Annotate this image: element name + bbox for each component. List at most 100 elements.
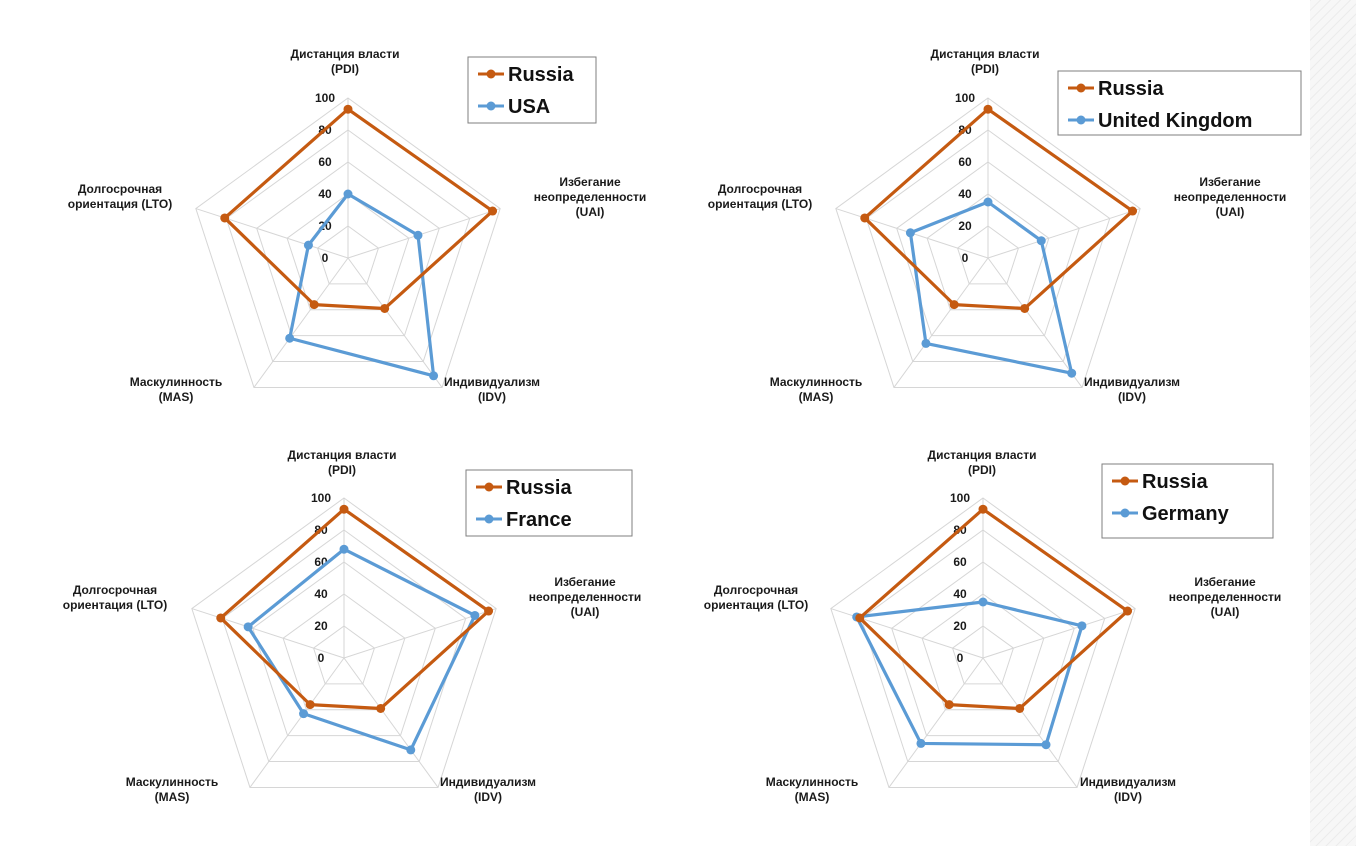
data-point-united-kingdom-3: [1067, 368, 1077, 378]
data-point-germany-2: [1077, 621, 1087, 631]
grid-ring: [195, 97, 501, 388]
data-point-united-kingdom-5: [905, 228, 915, 238]
legend-box: [465, 469, 633, 537]
data-point-russia-4: [949, 300, 959, 310]
tick-label-100: 100: [950, 491, 970, 505]
grid-spoke: [982, 608, 1136, 659]
grid-ring: [865, 129, 1111, 363]
series-line-russia: [858, 507, 1130, 711]
axis-label-5: Долгосрочная ориентация (LTO): [68, 182, 172, 211]
grid-ring: [860, 529, 1106, 763]
data-point-russia-1: [978, 504, 988, 514]
grid-ring: [921, 593, 1045, 711]
axis-label-4: Маскулинность (MAS): [770, 375, 863, 404]
tick-label-40: 40: [314, 587, 328, 601]
series-line-germany: [855, 600, 1084, 747]
tick-label-20: 20: [953, 619, 967, 633]
grid-ring: [191, 497, 497, 788]
grid-spoke: [343, 657, 439, 788]
axis-label-1: Дистанция власти (PDI): [928, 448, 1037, 477]
tick-label-20: 20: [314, 619, 328, 633]
grid-spoke: [347, 208, 501, 259]
data-point-russia-3: [1020, 303, 1030, 313]
axis-label-2: Избегание неопределенности (UAI): [534, 175, 647, 219]
series-line-russia: [219, 507, 491, 711]
axis-label-5: Долгосрочная ориентация (LTO): [708, 182, 812, 211]
legend-marker-russia: [1076, 83, 1086, 93]
data-point-russia-5: [860, 213, 870, 223]
legend-marker-usa: [486, 101, 496, 111]
data-point-germany-1: [978, 597, 988, 607]
axis-label-5: Долгосрочная ориентация (LTO): [63, 583, 167, 612]
legend-label-germany: Germany: [1142, 503, 1230, 525]
grid-ring: [835, 97, 1141, 388]
grid-ring: [891, 561, 1075, 737]
axis-label-4: Маскулинность (MAS): [126, 775, 219, 804]
series-line-usa: [288, 192, 436, 378]
legend-marker-germany: [1120, 508, 1130, 518]
data-point-russia-2: [484, 606, 494, 616]
grid-spoke: [347, 257, 443, 388]
legend-label-russia: Russia: [1142, 471, 1208, 493]
axis-label-1: Дистанция власти (PDI): [291, 47, 400, 76]
data-point-france-3: [406, 745, 416, 755]
series-line-united-kingdom: [908, 200, 1074, 375]
grid-ring: [252, 561, 436, 737]
legend-box: [1057, 70, 1302, 136]
data-point-france-2: [470, 610, 480, 620]
axis-label-4: Маскулинность (MAS): [130, 375, 223, 404]
data-point-usa-1: [343, 189, 353, 199]
legend-label-russia: Russia: [506, 477, 572, 499]
data-point-russia-2: [1123, 606, 1133, 616]
grid-spoke: [253, 257, 349, 388]
data-point-russia-3: [1015, 703, 1025, 713]
tick-label-0: 0: [962, 251, 969, 265]
grid-spoke: [893, 257, 989, 388]
data-point-russia-5: [855, 613, 865, 623]
grid-ring: [316, 225, 380, 285]
grid-ring: [926, 193, 1050, 311]
data-point-russia-1: [343, 104, 353, 114]
axis-label-3: Индивидуализм (IDV): [1080, 775, 1176, 804]
data-point-united-kingdom-1: [983, 197, 993, 207]
tick-label-0: 0: [957, 651, 964, 665]
legend-marker-united-kingdom: [1076, 115, 1086, 125]
tick-label-60: 60: [318, 155, 332, 169]
data-point-germany-4: [916, 738, 926, 748]
data-point-usa-4: [285, 333, 295, 343]
grid-ring: [312, 625, 376, 685]
data-point-russia-5: [216, 613, 226, 623]
grid-ring: [951, 625, 1015, 685]
grid-ring: [956, 225, 1020, 285]
data-point-russia-3: [376, 703, 386, 713]
series-line-russia: [863, 107, 1135, 311]
axis-label-2: Избегание неопределенности (UAI): [1169, 575, 1282, 619]
tick-label-100: 100: [955, 91, 975, 105]
data-point-russia-3: [380, 303, 390, 313]
data-point-russia-1: [339, 504, 349, 514]
grid-ring: [896, 161, 1080, 337]
legend-label-france: France: [506, 509, 572, 531]
axis-label-3: Индивидуализм (IDV): [1084, 375, 1180, 404]
data-point-france-5: [243, 622, 253, 632]
tick-label-20: 20: [958, 219, 972, 233]
axis-label-4: Маскулинность (MAS): [766, 775, 859, 804]
axis-label-3: Индивидуализм (IDV): [440, 775, 536, 804]
data-point-russia-4: [944, 700, 954, 710]
data-point-united-kingdom-2: [1036, 236, 1046, 246]
axis-label-1: Дистанция власти (PDI): [931, 47, 1040, 76]
data-point-germany-3: [1041, 740, 1051, 750]
data-point-russia-4: [305, 700, 315, 710]
data-point-france-4: [299, 709, 309, 719]
data-point-united-kingdom-4: [921, 338, 931, 348]
data-point-russia-4: [309, 300, 319, 310]
axis-label-2: Избегание неопределенности (UAI): [529, 575, 642, 619]
tick-label-0: 0: [322, 251, 329, 265]
data-point-russia-2: [1128, 206, 1138, 216]
tick-label-100: 100: [315, 91, 335, 105]
grid-spoke: [987, 257, 1083, 388]
legend-marker-russia: [486, 69, 496, 79]
